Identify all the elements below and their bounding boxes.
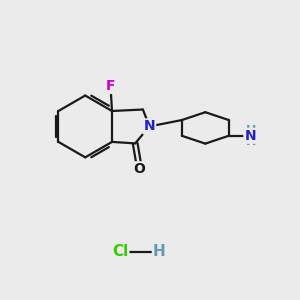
Text: H: H [246, 124, 256, 137]
Text: N: N [143, 119, 155, 134]
Text: O: O [134, 162, 146, 176]
Text: H: H [246, 135, 256, 148]
Text: Cl: Cl [112, 244, 129, 259]
Text: F: F [106, 79, 115, 93]
Text: H: H [152, 244, 165, 259]
Text: N: N [244, 129, 256, 143]
